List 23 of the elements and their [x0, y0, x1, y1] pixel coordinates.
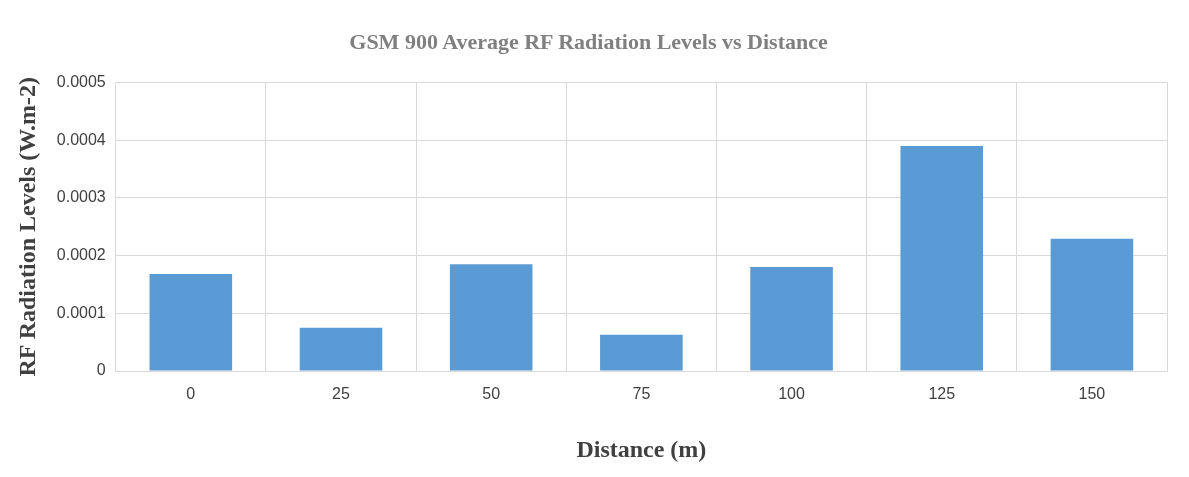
x-tick-label: 150 [1078, 385, 1106, 403]
y-tick-label: 0 [96, 361, 106, 379]
bar [1050, 238, 1134, 371]
bar [449, 264, 533, 371]
bar [900, 145, 984, 371]
x-tick-label: 125 [928, 385, 956, 403]
bar [149, 274, 233, 371]
y-tick-label: 0.0004 [56, 130, 106, 148]
y-tick-label: 0.0001 [56, 303, 106, 321]
x-tick-label: 100 [778, 385, 805, 403]
y-tick-label: 0.0002 [56, 245, 106, 263]
chart-title: GSM 900 Average RF Radiation Levels vs Distance [349, 28, 828, 54]
bar [299, 327, 383, 371]
y-tick-label: 0.0003 [56, 188, 106, 206]
y-axis-title: RF Radiation Levels (W.m-2) [13, 76, 40, 377]
y-tick-label: 0.0005 [56, 72, 106, 90]
bar [750, 267, 833, 371]
x-tick-label: 75 [632, 385, 651, 403]
bar [600, 334, 683, 371]
x-axis-title: Distance (m) [576, 435, 707, 462]
x-tick-label: 50 [482, 385, 501, 403]
x-tick-label: 0 [186, 385, 196, 403]
x-tick-label: 25 [332, 385, 351, 403]
